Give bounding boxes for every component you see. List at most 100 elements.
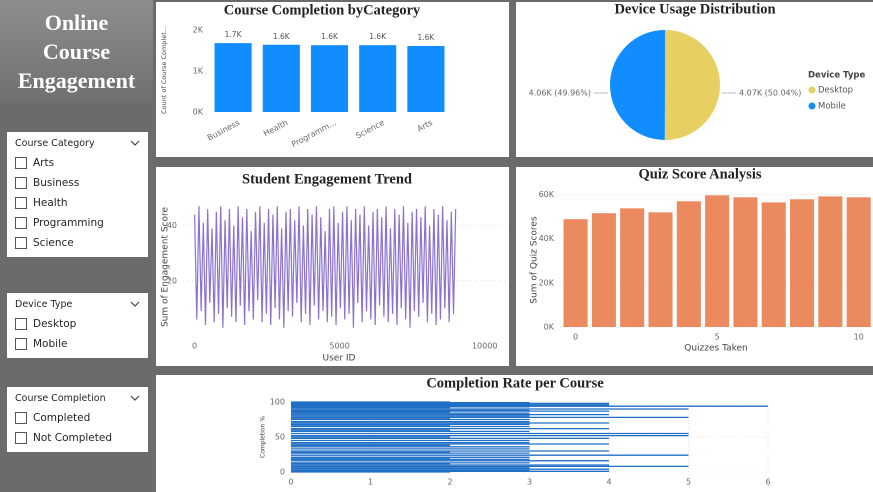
bar — [407, 45, 445, 112]
slicer-item-label: Health — [33, 197, 68, 209]
y-tick-label: 20 — [167, 276, 177, 285]
y-axis-title: Count of Course Complet... — [160, 26, 168, 114]
data-label: 1.7K — [225, 30, 243, 39]
x-tick-label: 5 — [686, 478, 691, 487]
bar — [563, 219, 588, 327]
x-tick-label: 10 — [854, 333, 864, 342]
bar — [620, 208, 645, 327]
bar — [846, 197, 871, 327]
slicer-header: Device Type — [15, 297, 140, 311]
checkbox[interactable] — [15, 237, 27, 249]
data-label: 1.6K — [369, 32, 387, 41]
bar — [733, 197, 758, 327]
slicer: Course Completion Completed Not Completed — [7, 387, 148, 452]
x-axis-title: Quizzes Taken — [684, 344, 747, 354]
slicer-title: Device Type — [15, 298, 73, 310]
checkbox[interactable] — [15, 318, 27, 330]
chart-title: Completion Rate per Course — [426, 375, 604, 391]
slicer-title: Course Category — [15, 137, 95, 149]
chevron-icon — [130, 301, 140, 307]
y-tick-label: 40 — [167, 221, 177, 230]
pie-slice — [664, 30, 721, 141]
y-axis-title: Sum of Quiz Scores — [530, 216, 540, 304]
dropdown-chevron[interactable] — [130, 138, 140, 149]
slicer-item[interactable]: Mobile — [15, 334, 140, 354]
slicer-item[interactable]: Programming — [15, 213, 140, 233]
slicer-item[interactable]: Desktop — [15, 314, 140, 334]
slicer-title: Course Completion — [15, 392, 106, 404]
x-tick-label: 0 — [192, 342, 197, 351]
bar — [676, 201, 701, 327]
slicer-item-label: Not Completed — [33, 432, 113, 444]
slicer-header: Course Category — [15, 136, 140, 150]
x-tick-label: 5000 — [329, 342, 349, 351]
slicer-item-label: Desktop — [33, 318, 77, 330]
legend-marker — [808, 102, 816, 110]
x-tick-label: 10000 — [472, 342, 497, 351]
y-tick-label: 2K — [193, 26, 204, 35]
data-label: 1.6K — [273, 32, 291, 41]
slicer: Device Type Desktop Mobile — [7, 293, 148, 358]
checkbox[interactable] — [15, 197, 27, 209]
x-tick-label: 1 — [368, 478, 373, 487]
slicer-header: Course Completion — [15, 391, 140, 405]
slicer-item[interactable]: Health — [15, 193, 140, 213]
bar — [214, 43, 252, 113]
line — [194, 206, 457, 328]
chevron-icon — [130, 395, 140, 401]
y-tick-label: 60K — [539, 190, 555, 199]
slicer-item[interactable]: Business — [15, 173, 140, 193]
checkbox[interactable] — [15, 338, 27, 350]
legend-label: Mobile — [818, 102, 846, 112]
dropdown-chevron[interactable] — [130, 393, 140, 404]
y-tick-label: 40K — [539, 234, 555, 243]
x-tick-label: 6 — [765, 478, 770, 487]
x-tick-label: 4 — [606, 478, 611, 487]
bar — [359, 45, 397, 112]
bar — [790, 199, 815, 327]
chart-title: Student Engagement Trend — [242, 171, 412, 187]
slicer-item-label: Programming — [33, 217, 104, 229]
bar — [310, 45, 349, 112]
slicer-item-label: Mobile — [33, 338, 68, 350]
slicer-item[interactable]: Arts — [15, 153, 140, 173]
y-tick-label: 0K — [193, 108, 204, 117]
data-label: 1.6K — [417, 33, 435, 42]
y-tick-label: 1K — [193, 67, 204, 76]
checkbox[interactable] — [15, 157, 27, 169]
slicer: Course Category Arts Business Health Program… — [7, 132, 148, 257]
x-tick-label: 3 — [527, 478, 532, 487]
slicer-item[interactable]: Completed — [15, 408, 140, 428]
data-label: 1.6K — [321, 32, 339, 41]
slicer-item-label: Science — [33, 237, 74, 249]
bar — [262, 44, 300, 113]
bar — [818, 196, 843, 327]
x-tick-label: 0 — [573, 333, 578, 342]
legend-marker — [808, 86, 816, 94]
slicer-item[interactable]: Science — [15, 233, 140, 253]
y-tick-label: 0 — [280, 468, 285, 477]
chart-title: Device Usage Distribution — [614, 1, 775, 17]
checkbox[interactable] — [15, 217, 27, 229]
chevron-icon — [130, 140, 140, 146]
bar — [591, 213, 616, 327]
bar — [761, 202, 786, 327]
slicer-item-label: Completed — [33, 412, 91, 424]
data-label: 4.07K (50.04%) — [739, 89, 801, 98]
slicer-item-label: Arts — [33, 157, 55, 169]
dashboard-title: Online Course Engagement — [17, 10, 136, 93]
bar — [648, 212, 673, 327]
dropdown-chevron[interactable] — [130, 299, 140, 310]
slicer-item-label: Business — [33, 177, 80, 189]
pie-slice — [610, 30, 665, 140]
y-tick-label: 50 — [275, 433, 285, 442]
checkbox[interactable] — [15, 177, 27, 189]
checkbox[interactable] — [15, 412, 27, 424]
chart-title: Quiz Score Analysis — [639, 166, 762, 182]
slicer-item[interactable]: Not Completed — [15, 428, 140, 448]
checkbox[interactable] — [15, 432, 27, 444]
title-box: Online Course Engagement — [0, 0, 153, 103]
y-tick-label: 0K — [544, 323, 555, 332]
